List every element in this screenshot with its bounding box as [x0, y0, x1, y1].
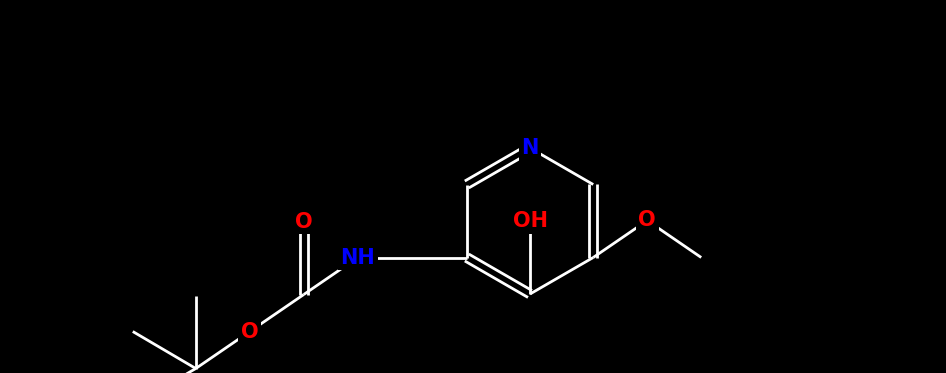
Text: OH: OH: [513, 211, 548, 231]
Text: O: O: [639, 210, 656, 231]
Text: NH: NH: [341, 248, 376, 267]
Text: N: N: [521, 138, 538, 158]
Text: O: O: [241, 322, 258, 342]
Text: O: O: [295, 211, 312, 232]
